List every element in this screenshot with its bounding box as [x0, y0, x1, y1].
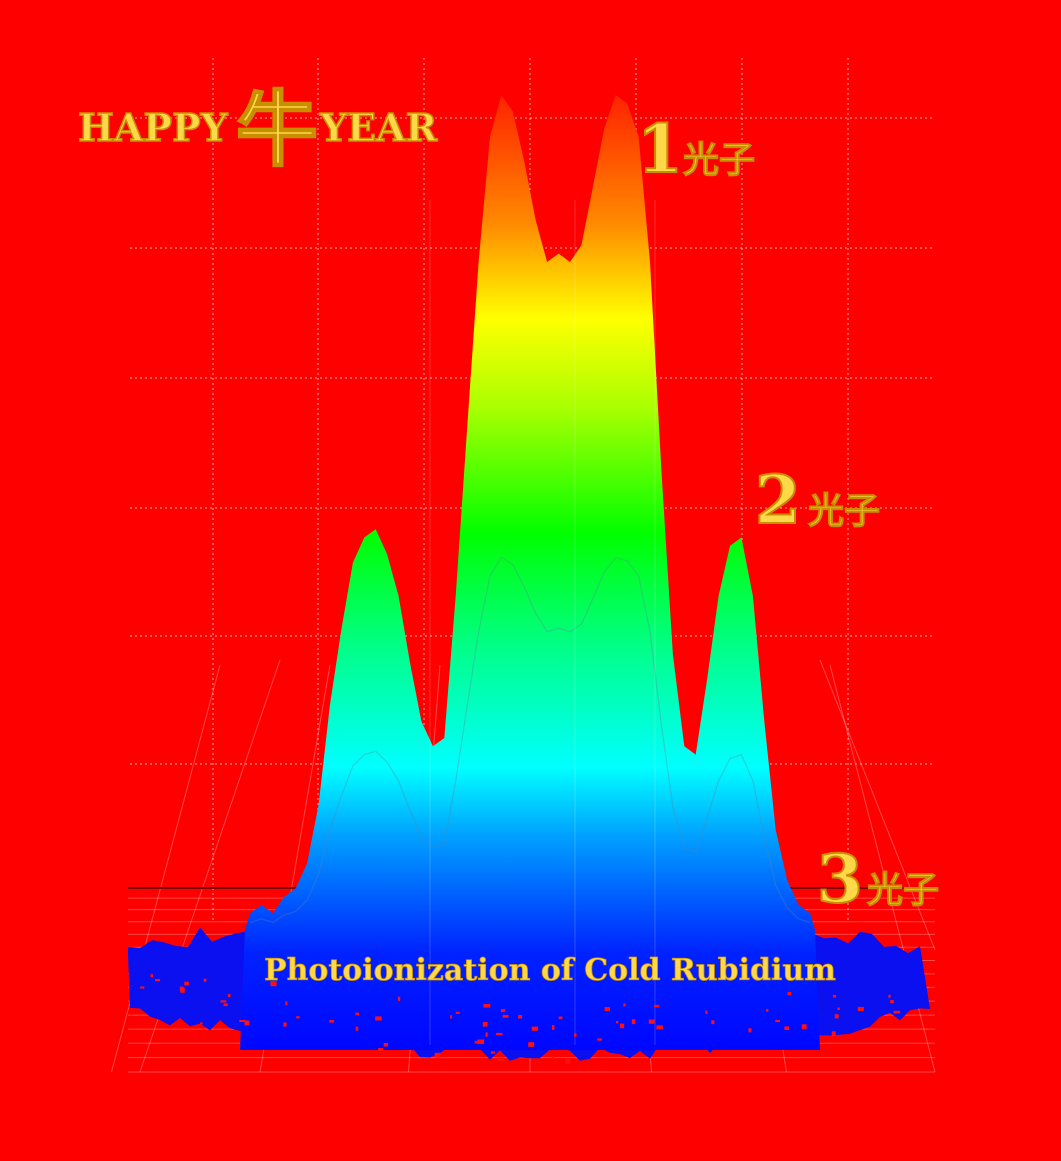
surface-speckle — [483, 1003, 491, 1008]
surface-ridge — [240, 95, 820, 1050]
surface-speckle — [482, 1022, 488, 1027]
surface-speckle — [574, 1033, 577, 1037]
surface-speckle — [283, 1022, 287, 1027]
surface-speckle — [888, 994, 891, 998]
surface-speckle — [631, 1019, 636, 1025]
surface-speckle — [485, 1032, 488, 1037]
banner-center: 牛 — [236, 82, 318, 178]
surface-speckle — [531, 1026, 539, 1031]
surface-speckle — [220, 1000, 227, 1003]
surface-speckle — [495, 1032, 503, 1036]
surface-speckle — [565, 1059, 571, 1064]
banner-right: YEAR — [319, 105, 438, 150]
surface-speckle — [890, 1000, 894, 1004]
surface-speckle — [857, 1006, 864, 1011]
surface-speckle — [455, 1011, 460, 1014]
peak-label-1: 1 光子 — [636, 109, 756, 189]
surface-speckle — [285, 1001, 288, 1006]
surface-speckle — [893, 1010, 901, 1014]
peak-label-3: 3 光子 — [816, 839, 940, 919]
surface-speckle — [784, 1026, 789, 1030]
surface-speckle — [270, 981, 277, 987]
surface-speckle — [239, 1019, 246, 1022]
surface-speckle — [528, 1042, 535, 1047]
surface-speckle — [227, 994, 231, 998]
surface-speckle — [383, 1043, 388, 1047]
surface-speckle — [375, 1016, 382, 1021]
surface-speckle — [623, 1003, 626, 1007]
surface-ridge-line — [249, 556, 811, 924]
peak-label-1-unit: 光子 — [683, 139, 755, 181]
surface-speckle — [223, 1003, 228, 1007]
peak-label-2-number: 2 — [755, 461, 801, 539]
surface-speckle — [355, 1026, 359, 1031]
surface-speckle — [656, 1025, 663, 1030]
surface-speckle — [775, 1019, 780, 1023]
surface-speckle — [604, 1007, 610, 1012]
surface-speckle — [150, 974, 154, 978]
surface-speckle — [834, 1014, 839, 1019]
surface-speckle — [832, 994, 837, 998]
surface-speckle — [200, 1022, 203, 1025]
surface-speckle — [477, 1039, 485, 1045]
surface-speckle — [355, 1012, 359, 1016]
surface-speckle — [184, 981, 189, 986]
surface-speckle — [502, 1014, 509, 1018]
surface-speckle — [653, 1004, 660, 1008]
surface-speckle — [518, 1015, 523, 1019]
surface-speckle — [434, 1052, 441, 1058]
surface-speckle — [837, 1007, 840, 1010]
surface-speckle — [155, 979, 161, 982]
peak-label-1-number: 1 — [637, 110, 683, 188]
surface-speckle — [748, 1028, 752, 1033]
surface-speckle — [766, 1009, 769, 1012]
surface-speckle — [179, 986, 184, 992]
surface-speckle — [244, 1020, 250, 1026]
floor-grid-line — [111, 664, 221, 1073]
surface-speckle — [450, 1015, 453, 1019]
surface-speckle — [203, 978, 207, 982]
surface-speckle — [551, 1025, 555, 1030]
surface-speckle — [787, 992, 792, 996]
surface-speckle — [497, 1057, 504, 1061]
surface-speckle — [619, 1023, 625, 1029]
surface-speckle — [329, 1020, 335, 1023]
surface-speckle — [597, 1038, 602, 1041]
surface-plot-body — [128, 95, 930, 1064]
surface-speckle — [551, 1056, 555, 1060]
surface-speckle — [500, 1009, 506, 1013]
surface-speckle — [648, 1019, 655, 1024]
surface-speckle — [474, 1041, 481, 1044]
surface-speckle — [397, 996, 401, 1001]
surface-speckle — [831, 1031, 836, 1037]
surface-speckle — [711, 1020, 715, 1025]
surface-speckle — [490, 1051, 496, 1054]
peak-label-2: 2 光子 — [754, 460, 881, 540]
peak-label-2-unit: 光子 — [808, 490, 880, 532]
peak-label-3-unit: 光子 — [867, 869, 939, 911]
banner-left: HAPPY — [78, 105, 229, 150]
peak-label-3-number: 3 — [817, 840, 863, 918]
banner: HAPPY 牛 YEAR — [77, 81, 438, 179]
surface-speckle — [378, 1048, 384, 1052]
surface-speckle — [801, 1024, 807, 1029]
floor-grid-line — [819, 659, 936, 951]
surface-speckle — [615, 1021, 619, 1024]
surface-speckle — [558, 1016, 563, 1020]
chart-title: Photoionization of Cold Rubidium — [264, 953, 836, 988]
surface-speckle — [296, 1016, 300, 1019]
surface-speckle — [705, 1010, 708, 1014]
surface-speckle — [140, 986, 145, 989]
